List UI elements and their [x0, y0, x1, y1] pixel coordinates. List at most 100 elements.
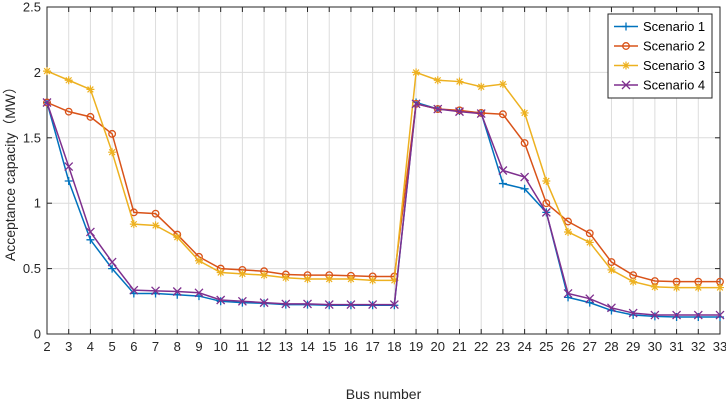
x-tick-label: 6	[130, 339, 137, 354]
data-point-series-4	[129, 285, 139, 295]
data-point-series-3	[64, 76, 73, 85]
series-line-3	[46, 70, 720, 289]
data-point-series-3	[346, 275, 355, 284]
y-tick-label: 0.5	[23, 261, 41, 276]
data-point-series-4	[281, 299, 291, 309]
data-point-series-4	[368, 300, 378, 310]
data-point-series-4	[259, 298, 269, 308]
data-point-series-3	[325, 275, 334, 284]
data-point-series-2	[108, 129, 117, 138]
data-point-series-3	[607, 265, 616, 274]
data-point-series-4	[498, 166, 508, 175]
x-tick-label: 8	[174, 339, 181, 354]
series-line-1	[46, 101, 720, 318]
y-tick-label: 2.5	[23, 0, 41, 15]
x-tick-label: 9	[195, 339, 202, 354]
x-tick-label: 30	[648, 339, 662, 354]
data-point-series-2	[43, 98, 51, 107]
x-axis-ticks: 2 3 4 5 6 7 8 9 10 11 12 13 14 15 16 17 18 19 20 21 22 23 24 25…	[43, 7, 726, 354]
data-point-series-3	[216, 268, 225, 277]
data-point-series-1	[64, 176, 73, 185]
legend-label: Scenario 1	[643, 19, 705, 34]
data-point-series-3	[86, 85, 95, 94]
data-point-series-3	[108, 148, 117, 157]
x-tick-label: 29	[626, 339, 640, 354]
data-point-series-3	[498, 80, 507, 89]
data-point-series-4	[455, 107, 464, 117]
x-tick-label: 11	[236, 339, 250, 354]
data-point-series-4	[585, 294, 595, 304]
data-point-series-3	[390, 276, 399, 285]
data-point-series-4	[42, 98, 52, 107]
data-point-series-2	[86, 112, 95, 121]
data-point-series-4	[151, 286, 161, 296]
x-tick-label: 33	[713, 339, 726, 354]
x-tick-label: 15	[322, 339, 336, 354]
data-point-series-3	[43, 67, 51, 76]
data-point-series-1	[216, 297, 225, 306]
data-point-series-4	[389, 300, 399, 310]
x-tick-label: 2	[43, 339, 50, 354]
series-2	[43, 98, 724, 286]
series-3	[43, 67, 724, 292]
data-point-series-3	[260, 271, 269, 280]
data-point-series-1	[650, 312, 659, 321]
x-tick-label: 24	[517, 339, 531, 354]
data-point-series-3	[151, 221, 160, 230]
data-point-series-4	[346, 300, 356, 310]
data-point-series-3	[129, 220, 138, 229]
data-point-series-3	[477, 82, 486, 91]
y-tick-label: 1.5	[23, 130, 41, 145]
data-point-series-3	[303, 275, 312, 284]
data-point-series-2	[607, 258, 616, 267]
series-layer	[42, 67, 725, 321]
x-tick-label: 21	[452, 339, 466, 354]
plot-area-frame	[46, 6, 721, 335]
data-point-series-4	[650, 310, 660, 320]
data-point-series-3	[520, 108, 529, 117]
x-tick-label: 13	[279, 339, 293, 354]
data-point-series-3	[542, 176, 551, 185]
legend-swatch-marker	[622, 42, 630, 50]
data-point-series-1	[564, 293, 573, 302]
data-point-series-2	[585, 229, 594, 238]
data-point-series-1	[86, 235, 95, 244]
legend-item: Scenario 2	[614, 39, 705, 54]
data-point-series-4	[693, 310, 703, 320]
data-point-series-4	[563, 288, 573, 298]
data-point-series-4	[194, 288, 204, 298]
series-line-4	[46, 102, 720, 316]
legend-swatch-marker	[621, 80, 631, 90]
data-point-series-4	[541, 207, 551, 217]
data-point-series-3	[194, 256, 203, 265]
data-point-series-2	[542, 199, 551, 208]
x-tick-label: 20	[431, 339, 445, 354]
x-tick-label: 17	[365, 339, 379, 354]
data-point-series-4	[433, 104, 443, 114]
data-point-series-4	[107, 257, 117, 267]
data-point-series-3	[238, 269, 247, 278]
legend-swatch-marker	[622, 22, 630, 31]
x-tick-label: 16	[344, 339, 358, 354]
data-point-series-1	[238, 298, 247, 307]
y-axis-ticks: 0 0.5 1 1.5 2 2.5	[23, 0, 720, 342]
legend-label: Scenario 2	[643, 39, 705, 54]
data-point-series-3	[716, 283, 724, 292]
x-tick-label: 25	[539, 339, 553, 354]
data-point-series-3	[629, 277, 638, 286]
data-point-series-4	[216, 295, 226, 305]
data-point-series-2	[455, 106, 464, 115]
data-point-series-3	[368, 276, 377, 285]
legend-swatch-marker	[622, 61, 630, 70]
data-point-series-4	[64, 162, 74, 172]
x-tick-label: 14	[300, 339, 314, 354]
y-tick-label: 1	[34, 196, 41, 211]
data-point-series-3	[433, 76, 442, 85]
legend-item: Scenario 1	[614, 19, 705, 34]
data-point-series-3	[173, 233, 182, 242]
data-point-series-1	[585, 298, 594, 307]
y-tick-label: 0	[34, 327, 41, 342]
data-point-series-2	[151, 209, 160, 218]
